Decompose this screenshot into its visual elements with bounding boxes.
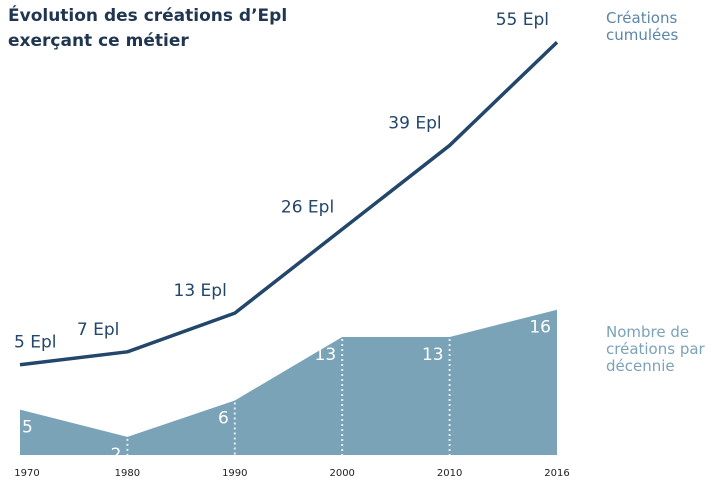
data-label: 55 Epl <box>496 10 549 30</box>
area <box>20 309 557 455</box>
data-label: 39 Epl <box>388 113 441 133</box>
data-label: 13 <box>422 345 444 365</box>
line <box>19 40 559 367</box>
x-tick-label: 2010 <box>437 468 462 479</box>
x-tick-label: 1970 <box>14 468 39 479</box>
x-tick-label: 2000 <box>329 468 354 479</box>
data-label: 13 Epl <box>174 281 227 301</box>
x-tick-label: 1990 <box>222 468 247 479</box>
chart-title: Évolution des créations d’Epl exerçant c… <box>8 6 288 51</box>
data-label: 16 <box>529 318 551 338</box>
data-label: 13 <box>315 345 337 365</box>
data-label: 26 Epl <box>281 197 334 217</box>
legend-entry: Créations cumulées <box>606 9 679 44</box>
x-tick-label: 1980 <box>115 468 140 479</box>
data-label: 2 <box>111 445 122 465</box>
data-label: 5 Epl <box>14 333 56 353</box>
data-label: 6 <box>218 409 229 429</box>
data-label: 5 <box>22 418 33 438</box>
x-tick-label: 2016 <box>544 468 569 479</box>
data-label: 7 Epl <box>77 320 119 340</box>
legend-entry: Nombre de créations par décennie <box>606 323 705 375</box>
